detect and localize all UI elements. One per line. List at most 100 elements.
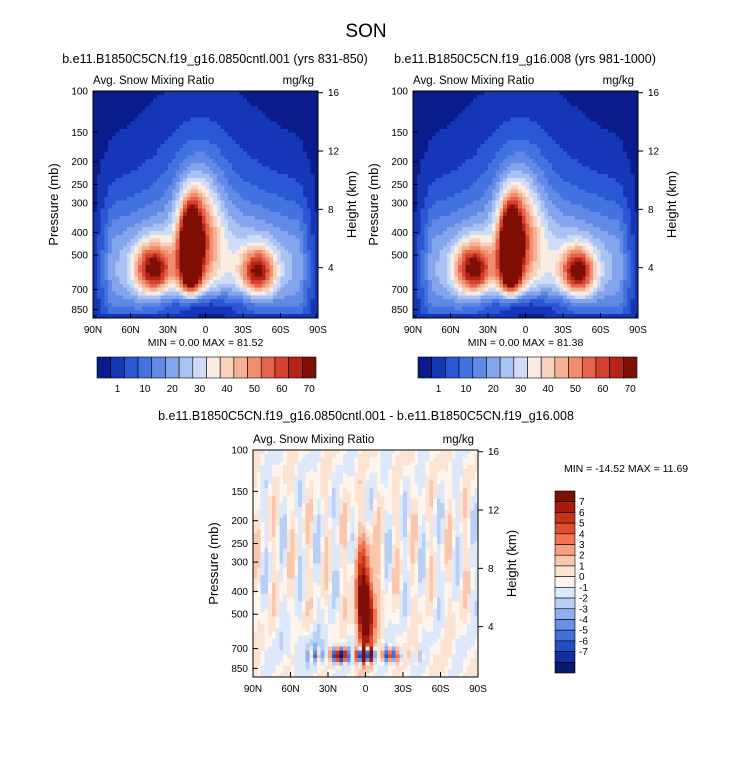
contour-cell [254,295,259,300]
contour-cell [291,230,297,236]
contour-cell [216,242,222,247]
contour-cell [239,106,244,111]
contour-cell [529,106,534,111]
contour-cell [273,106,278,111]
contour-cell [503,94,508,100]
contour-cell [548,98,553,103]
contour-cell [224,185,229,190]
contour-cell [164,170,169,175]
contour-cell [149,140,154,145]
contour-cell [269,306,274,312]
contour-cell [108,178,113,183]
contour-cell [153,234,158,240]
contour-cell [190,234,195,240]
contour-cell [209,276,214,281]
contour-cell [115,261,120,266]
contour-cell [495,136,500,141]
contour-cell [420,162,425,168]
contour-cell [484,136,489,141]
contour-cell [224,151,229,156]
contour-cell [126,155,132,160]
contour-cell [111,132,117,137]
contour-cell [596,102,602,107]
contour-cell [123,109,128,115]
contour-cell [276,276,282,281]
contour-cell [194,151,199,156]
contour-cell [484,109,489,115]
contour-cell [134,310,139,315]
contour-cell [171,314,177,319]
contour-cell [100,147,105,153]
contour-cell [428,155,433,160]
contour-cell [450,98,455,103]
contour-cell [596,166,602,172]
contour-cell [581,166,587,172]
contour-cell [111,178,117,183]
contour-cell [134,283,139,289]
contour-cell [183,242,188,247]
contour-cell [480,94,485,100]
contour-cell [521,140,527,145]
contour-cell [179,91,184,96]
contour-cell [611,102,617,107]
contour-cell [228,310,233,315]
contour-cell [461,162,467,168]
contour-cell [160,253,165,259]
contour-cell [465,143,470,149]
contour-cell [431,128,437,134]
contour-cell [608,155,613,160]
contour-cell [145,249,150,255]
contour-cell [273,230,278,236]
contour-cell [231,178,237,183]
contour-cell [280,212,285,217]
contour-cell [243,215,248,221]
contour-cell [585,125,590,130]
contour-cell [555,98,560,103]
contour-cell [476,159,482,164]
contour-cell [108,295,113,300]
contour-cell [416,106,422,111]
contour-cell [153,102,158,107]
contour-cell [458,132,463,137]
contour-cell [596,140,602,145]
contour-cell [96,117,102,122]
contour-cell [115,287,120,293]
contour-cell [506,151,512,156]
contour-cell [295,121,300,126]
contour-cell [231,219,237,225]
contour-cell [488,136,493,141]
contour-cell [164,223,169,228]
contour-cell [303,230,308,236]
contour-cell [536,125,542,130]
contour-cell [130,212,135,217]
contour-cell [250,155,255,160]
contour-cell [108,310,113,315]
contour-cell [506,166,512,172]
contour-cell [171,125,177,130]
contour-cell [243,238,248,243]
contour-cell [299,314,304,319]
contour-cell [299,109,304,115]
contour-cell [439,102,444,107]
contour-cell [630,162,635,168]
contour-cell [134,227,139,232]
contour-cell [224,268,229,274]
contour-cell [314,132,319,137]
contour-cell [254,249,259,255]
contour-cell [284,113,289,119]
contour-cell [100,287,105,293]
contour-cell [111,102,117,107]
contour-cell [563,121,568,126]
contour-cell [168,151,173,156]
contour-cell [179,178,184,183]
contour-cell [126,227,132,232]
contour-cell [235,121,240,126]
contour-cell [566,132,572,137]
contour-cell [611,166,617,172]
contour-cell [194,208,199,213]
contour-cell [630,128,635,134]
contour-cell [261,242,267,247]
contour-cell [291,314,297,319]
contour-cell [175,246,180,251]
contour-cell [138,291,143,296]
